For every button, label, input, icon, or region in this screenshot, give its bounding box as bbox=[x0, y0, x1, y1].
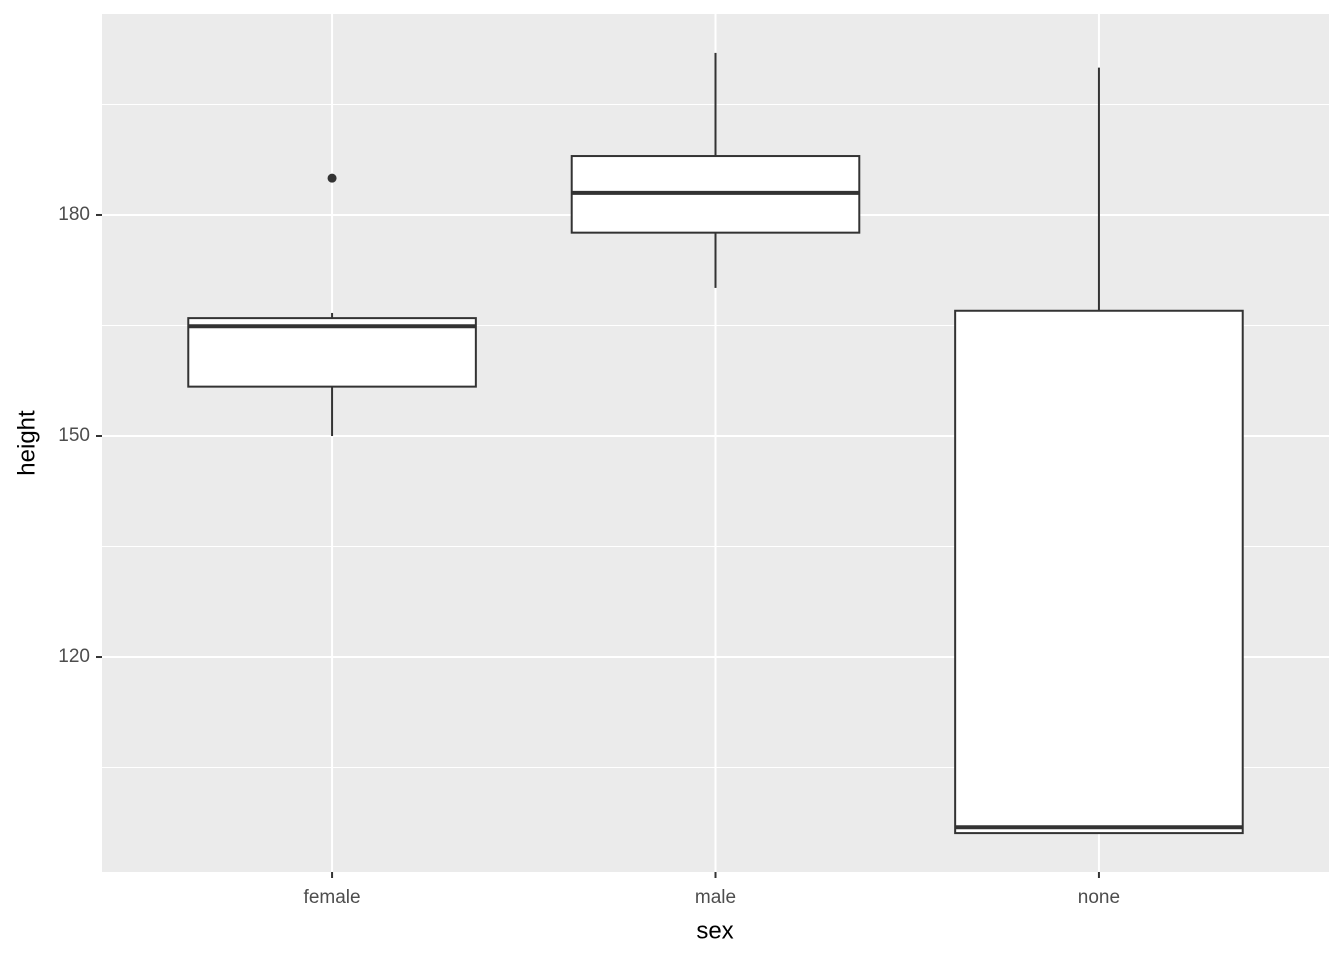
y-tick-label: 120 bbox=[58, 646, 90, 667]
outlier bbox=[327, 173, 337, 183]
box bbox=[954, 309, 1244, 835]
x-tick-label: female bbox=[304, 887, 361, 908]
y-tick-label: 150 bbox=[58, 425, 90, 446]
x-tick-label: none bbox=[1078, 887, 1120, 908]
y-axis-title: height bbox=[13, 410, 40, 476]
y-tick-label: 180 bbox=[58, 204, 90, 225]
x-axis-title: sex bbox=[696, 917, 733, 944]
box bbox=[187, 317, 477, 388]
x-tick-label: male bbox=[695, 887, 736, 908]
